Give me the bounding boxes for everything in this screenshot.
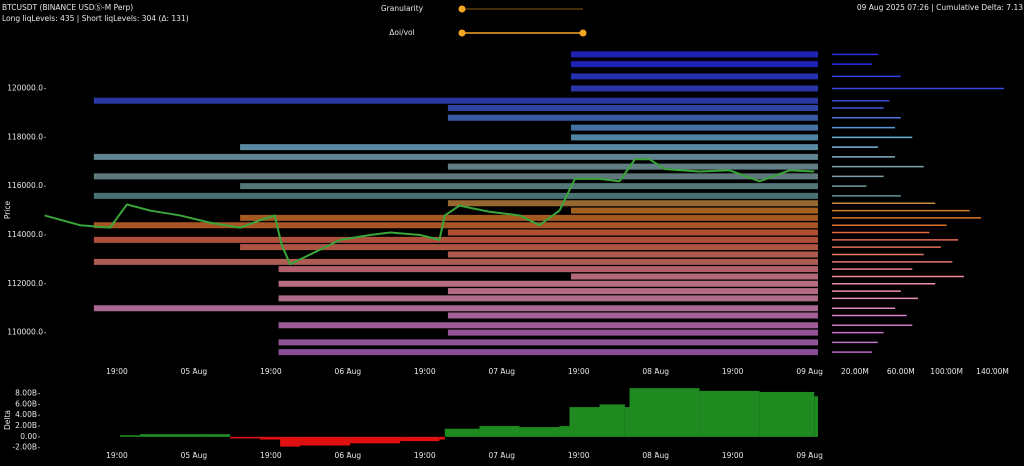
y-tick-label: 110000.0	[7, 328, 43, 337]
x-tick-label: 06 Aug	[335, 367, 362, 376]
delta-area	[200, 434, 231, 437]
delta-area	[479, 426, 520, 437]
status: 09 Aug 2025 07:26 | Cumulative Delta: 7.…	[857, 3, 1023, 12]
y-axis-title: Price	[3, 200, 12, 219]
y-tick-label: 118000.0	[7, 132, 43, 141]
plot-layer: 110000.0 112000.0 114000.0 116000.0 118000.0…	[7, 51, 1009, 460]
y-tick-label: 2.00B	[15, 421, 37, 430]
profile-tick-label: 20.00M	[841, 367, 869, 376]
y-tick-label: 114000.0	[7, 230, 43, 239]
delta-area	[350, 436, 401, 444]
x-tick-label: 08 Aug	[642, 367, 669, 376]
slider-handle[interactable]	[579, 29, 587, 37]
delta-area	[120, 435, 141, 437]
x-tick-label: 07 Aug	[488, 367, 515, 376]
delta-area	[400, 436, 440, 442]
delta-area	[699, 390, 760, 437]
slider-handle[interactable]	[458, 5, 466, 13]
delta-area	[624, 407, 630, 437]
price-line	[44, 158, 815, 266]
x-tick-label: 19:00	[722, 367, 744, 376]
x-tick-label: 06 Aug	[335, 451, 362, 460]
y-tick-label: 4.00B	[15, 410, 37, 419]
x-tick-label: 07 Aug	[488, 451, 515, 460]
symbol: BTCUSDT (BINANCE USDⓈ-M Perp)	[2, 3, 133, 12]
y-tick-label: 0.00	[20, 432, 37, 441]
x-tick-label: 09 Aug	[796, 367, 823, 376]
levels-summary: Long liqLevels: 435 | Short liqLevels: 3…	[2, 14, 189, 23]
delta-area	[300, 436, 351, 446]
delta-area	[140, 434, 201, 437]
x-tick-label: 05 Aug	[181, 367, 208, 376]
y-tick-label: 112000.0	[7, 279, 43, 288]
x-tick-label: 19:00	[106, 367, 128, 376]
y-tick-label: 116000.0	[7, 181, 43, 190]
delta-area	[439, 436, 445, 440]
x-tick-label: 19:00	[414, 367, 436, 376]
x-tick-label: 19:00	[722, 451, 744, 460]
x-tick-label: 19:00	[568, 367, 590, 376]
x-tick-label: 19:00	[106, 451, 128, 460]
x-tick-label: 09 Aug	[796, 451, 823, 460]
slider-handle[interactable]	[458, 29, 466, 37]
x-tick-label: 08 Aug	[642, 451, 669, 460]
control-label: Granularity	[381, 4, 424, 13]
x-tick-label: 19:00	[568, 451, 590, 460]
y-tick-label: 120000.0	[7, 84, 43, 93]
delta-area	[629, 388, 700, 437]
delta-area	[444, 428, 480, 437]
delta-area	[559, 426, 570, 437]
x-tick-label: 19:00	[260, 451, 282, 460]
y-tick-label: -2.00B	[12, 443, 37, 452]
delta-area	[260, 436, 281, 440]
delta-area	[759, 391, 815, 437]
profile-tick-label: 60.00M	[887, 367, 915, 376]
delta-area	[569, 407, 600, 437]
delta-area	[230, 436, 261, 439]
control-label: Δoi/vol	[389, 28, 414, 37]
y-axis-title: Delta	[3, 410, 12, 430]
y-tick-label: 8.00B	[15, 389, 37, 398]
profile-tick-label: 140.00M	[976, 367, 1009, 376]
delta-area	[814, 396, 818, 437]
delta-area	[280, 436, 301, 447]
x-tick-label: 05 Aug	[181, 451, 208, 460]
delta-area	[519, 427, 560, 437]
x-tick-label: 19:00	[414, 451, 436, 460]
separator	[820, 48, 830, 370]
delta-area	[599, 404, 625, 437]
y-tick-label: 6.00B	[15, 399, 37, 408]
x-tick-label: 19:00	[260, 367, 282, 376]
profile-tick-label: 100.00M	[930, 367, 963, 376]
